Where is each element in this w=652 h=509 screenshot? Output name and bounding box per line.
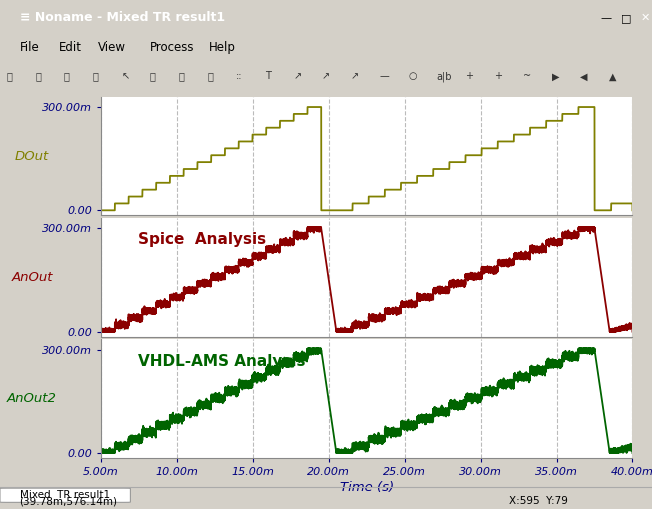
Text: ◀: ◀ [580, 71, 588, 81]
Text: View: View [98, 41, 126, 53]
Text: ≡ Noname - Mixed TR result1: ≡ Noname - Mixed TR result1 [20, 11, 225, 24]
Text: Process: Process [150, 41, 194, 53]
FancyBboxPatch shape [0, 488, 130, 502]
X-axis label: Time (s): Time (s) [340, 482, 394, 494]
Text: ~: ~ [523, 71, 531, 81]
Text: ↗: ↗ [293, 71, 301, 81]
Text: AnOut: AnOut [11, 271, 53, 284]
Text: ::: :: [236, 71, 243, 81]
Text: +: + [466, 71, 473, 81]
Text: Mixed  TR result1: Mixed TR result1 [20, 490, 110, 500]
Text: ✕: ✕ [641, 13, 650, 23]
Text: 📁: 📁 [7, 71, 12, 81]
Text: —: — [379, 71, 389, 81]
Text: —: — [600, 13, 612, 23]
Text: Spice  Analysis: Spice Analysis [138, 232, 267, 247]
Text: ↖: ↖ [121, 71, 129, 81]
Text: 📋: 📋 [64, 71, 70, 81]
Text: 📑: 📑 [93, 71, 98, 81]
Text: X:595  Y:79: X:595 Y:79 [509, 496, 567, 506]
Text: ▶: ▶ [552, 71, 559, 81]
Text: +: + [494, 71, 502, 81]
Text: Help: Help [209, 41, 235, 53]
Text: 🔎: 🔎 [179, 71, 185, 81]
Text: (39.78m,576.14m): (39.78m,576.14m) [20, 496, 117, 506]
Text: AnOut2: AnOut2 [7, 392, 57, 405]
Text: ↗: ↗ [351, 71, 359, 81]
Text: Edit: Edit [59, 41, 82, 53]
Text: ○: ○ [408, 71, 417, 81]
Text: ▲: ▲ [609, 71, 617, 81]
Text: VHDL-AMS Analysis: VHDL-AMS Analysis [138, 354, 306, 369]
Text: File: File [20, 41, 39, 53]
Text: 🔎: 🔎 [207, 71, 213, 81]
Text: DOut: DOut [15, 150, 49, 162]
Text: ↗: ↗ [322, 71, 330, 81]
Text: 💾: 💾 [35, 71, 41, 81]
Text: □: □ [621, 13, 631, 23]
Text: a|b: a|b [437, 71, 452, 81]
Text: T: T [265, 71, 271, 81]
Text: 🔍: 🔍 [150, 71, 156, 81]
